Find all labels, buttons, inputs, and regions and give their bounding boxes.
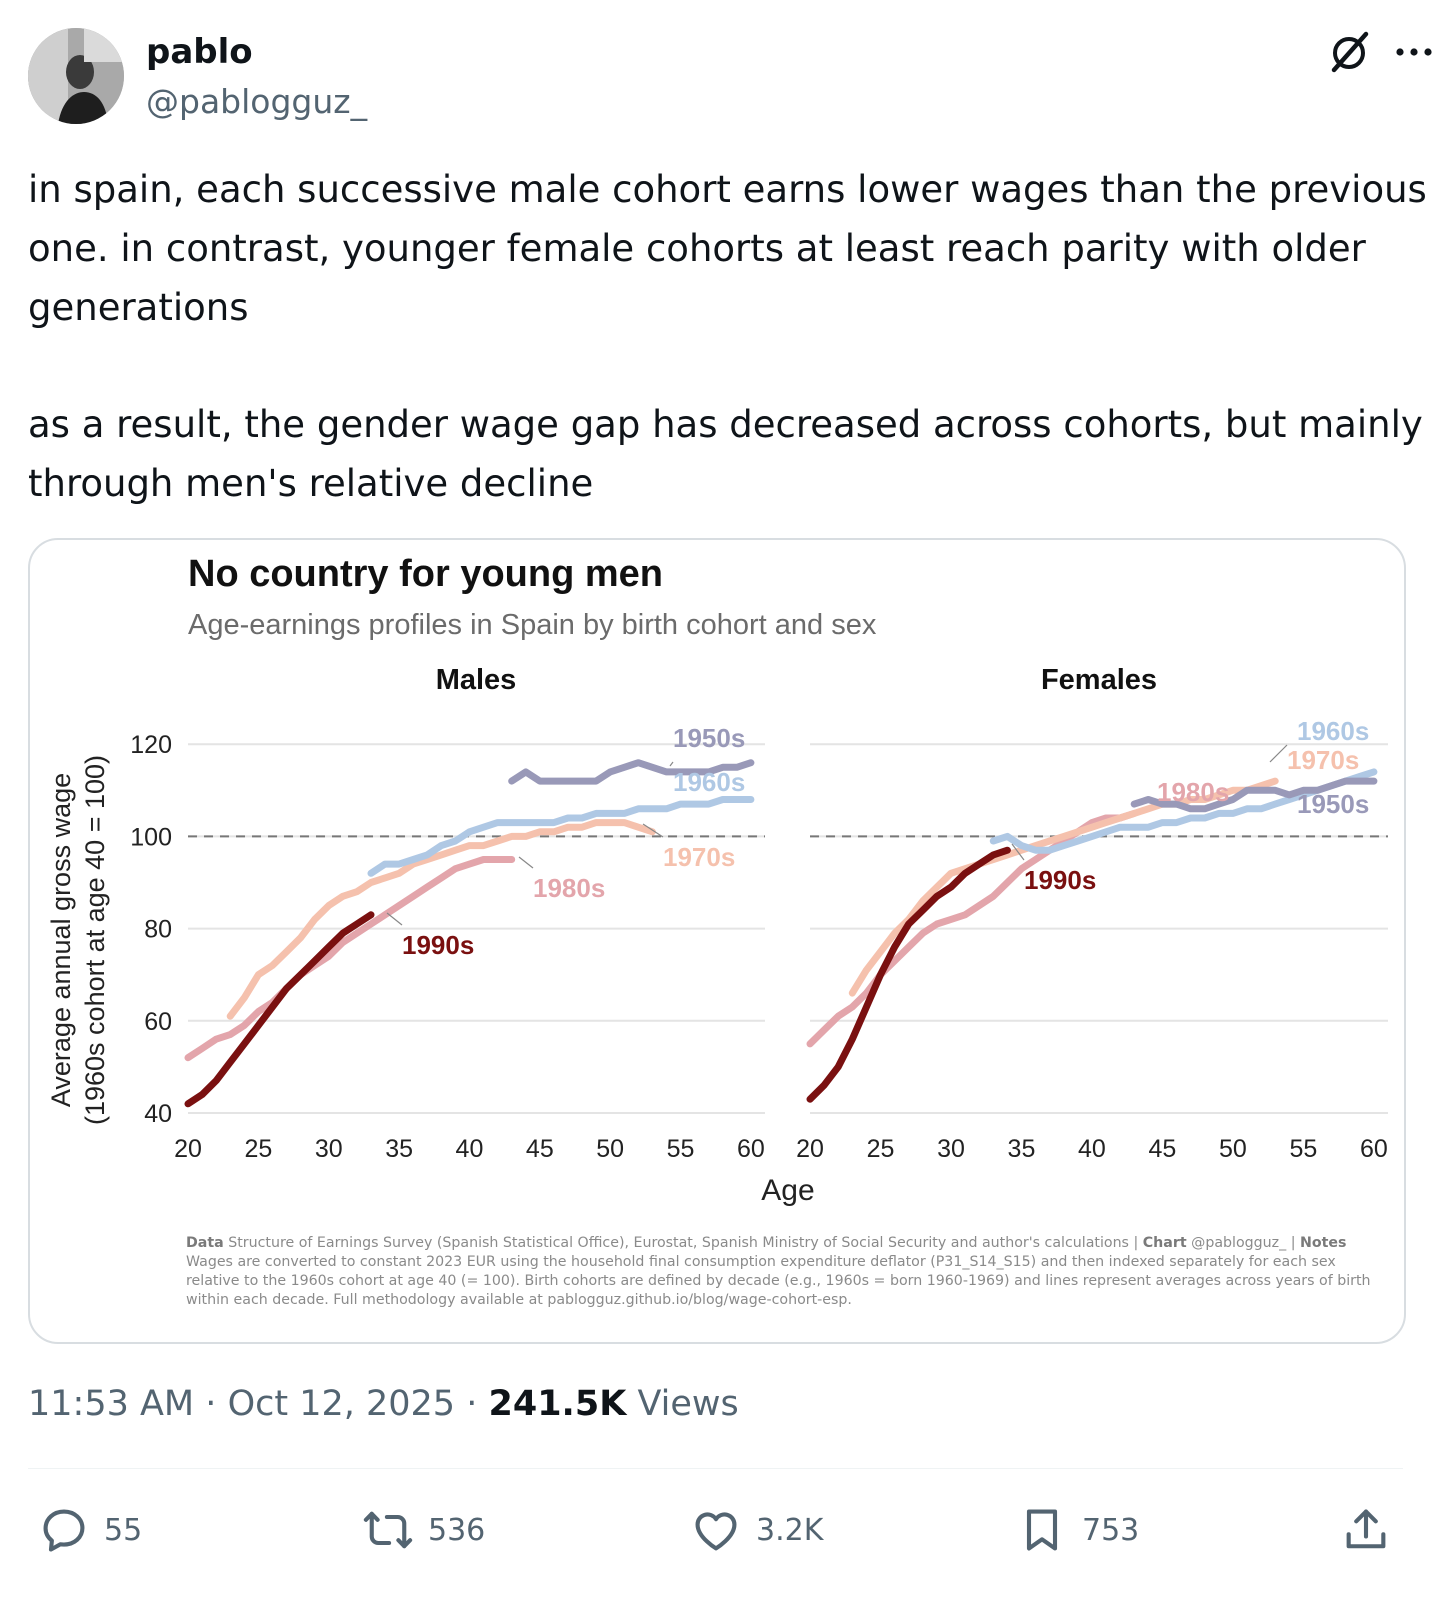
series-label-1980s: 1980s <box>1157 777 1229 807</box>
tweet-text-paragraph-2: as a result, the gender wage gap has dec… <box>28 403 1423 505</box>
label-leader <box>518 856 534 869</box>
tweet-time[interactable]: 11:53 AM <box>28 1384 195 1424</box>
avatar[interactable] <box>28 28 124 124</box>
reply-button[interactable]: 55 <box>38 1500 142 1560</box>
panel-title-males: Males <box>436 664 517 696</box>
series-label-1950s: 1950s <box>673 723 745 753</box>
y-axis-label-line-1: Average annual gross wage <box>46 773 76 1107</box>
chart-title: No country for young men <box>188 553 663 595</box>
share-button[interactable] <box>1340 1500 1406 1560</box>
retweet-icon <box>363 1511 413 1549</box>
series-label-1950s: 1950s <box>1297 789 1369 819</box>
divider <box>28 1468 1403 1469</box>
like-count: 3.2K <box>756 1512 824 1548</box>
y-tick-label: 120 <box>130 731 172 759</box>
meta-separator: · <box>205 1384 217 1424</box>
author-handle[interactable]: @pablogguz_ <box>146 82 368 121</box>
retweet-button[interactable]: 536 <box>362 1500 485 1560</box>
panel-title-females: Females <box>1041 664 1157 696</box>
x-tick-label: 50 <box>1219 1135 1247 1163</box>
y-tick-label: 60 <box>144 1008 172 1036</box>
x-tick-label: 50 <box>596 1135 624 1163</box>
series-label-1970s: 1970s <box>663 842 735 872</box>
x-tick-label: 45 <box>526 1135 554 1163</box>
x-tick-label: 30 <box>315 1135 343 1163</box>
series-label-1990s: 1990s <box>1024 865 1096 895</box>
share-icon <box>1346 1509 1386 1549</box>
x-tick-label: 20 <box>796 1135 824 1163</box>
x-axis-label: Age <box>761 1174 814 1207</box>
series-line-1950s <box>508 759 755 785</box>
footnote-chart-text: @pablogguz_ | <box>1191 1235 1296 1251</box>
chart-subtitle: Age-earnings profiles in Spain by birth … <box>188 609 877 641</box>
x-tick-label: 30 <box>937 1135 965 1163</box>
grok-icon[interactable] <box>1328 30 1372 74</box>
y-tick-label: 80 <box>144 916 172 944</box>
label-leader <box>1011 843 1025 861</box>
panel-males: 40 60 80 100 120 20 25 30 35 40 45 50 55 60 1950s 1960s… <box>130 723 765 1163</box>
meta-separator: · <box>466 1384 478 1424</box>
bookmark-count: 753 <box>1082 1512 1140 1548</box>
tweet-date[interactable]: Oct 12, 2025 <box>227 1384 456 1424</box>
tweet-text-paragraph-1: in spain, each successive male cohort ea… <box>28 168 1427 329</box>
series-label-1960s: 1960s <box>673 767 745 797</box>
x-tick-label: 35 <box>1008 1135 1036 1163</box>
label-leader <box>386 912 403 926</box>
bookmark-icon <box>1026 1509 1058 1551</box>
label-leader <box>669 761 674 767</box>
x-tick-label: 40 <box>456 1135 484 1163</box>
series-line-1950s <box>1130 777 1378 813</box>
x-tick-label: 60 <box>1360 1135 1388 1163</box>
reply-count: 55 <box>104 1512 143 1548</box>
chart-image-card[interactable]: No country for young men Age-earnings pr… <box>28 538 1406 1344</box>
reply-icon <box>43 1509 85 1552</box>
like-icon <box>695 1512 737 1551</box>
footnote-notes-text: Wages are converted to constant 2023 EUR… <box>186 1254 1371 1308</box>
x-tick-label: 20 <box>174 1135 202 1163</box>
x-tick-label: 55 <box>667 1135 695 1163</box>
x-tick-label: 25 <box>244 1135 272 1163</box>
x-tick-label: 60 <box>737 1135 765 1163</box>
label-leader <box>1269 744 1288 763</box>
series-label-1960s: 1960s <box>1297 716 1369 746</box>
chart-footnote: Data Structure of Earnings Survey (Spani… <box>186 1234 1391 1310</box>
views-count[interactable]: 241.5K <box>488 1384 627 1424</box>
series-line-1990s <box>184 911 375 1108</box>
series-line-1960s <box>367 796 755 877</box>
x-tick-label: 55 <box>1290 1135 1318 1163</box>
tweet-meta: 11:53 AM · Oct 12, 2025 · 241.5K Views <box>28 1384 739 1424</box>
x-tick-label: 45 <box>1149 1135 1177 1163</box>
series-label-1990s: 1990s <box>402 930 474 960</box>
x-tick-label: 25 <box>867 1135 895 1163</box>
y-tick-label: 100 <box>130 823 172 851</box>
label-leader <box>642 823 664 838</box>
chart: No country for young men Age-earnings pr… <box>46 553 1388 1207</box>
series-label-1970s: 1970s <box>1287 745 1359 775</box>
series-line-1990s <box>806 846 1011 1103</box>
avatar-photo <box>28 28 124 124</box>
views-label: Views <box>637 1384 739 1424</box>
footnote-data-text: Structure of Earnings Survey (Spanish St… <box>228 1235 1139 1251</box>
footnote-chart-label: Chart <box>1142 1235 1187 1251</box>
series-line-1980s <box>184 856 516 1062</box>
author-name[interactable]: pablo <box>146 32 253 72</box>
more-icon[interactable] <box>1392 30 1436 74</box>
x-tick-label: 35 <box>385 1135 413 1163</box>
footnote-data-label: Data <box>186 1235 224 1251</box>
retweet-count: 536 <box>428 1512 486 1548</box>
series-line-1970s <box>226 819 656 1020</box>
y-axis-label-line-2: (1960s cohort at age 40 = 100) <box>80 755 110 1125</box>
series-line-1970s <box>848 777 1279 997</box>
bookmark-button[interactable]: 753 <box>1016 1500 1139 1560</box>
like-button[interactable]: 3.2K <box>690 1500 823 1560</box>
series-label-1980s: 1980s <box>533 873 605 903</box>
y-tick-label: 40 <box>144 1100 172 1128</box>
x-tick-label: 40 <box>1078 1135 1106 1163</box>
footnote-notes-label: Notes <box>1300 1235 1347 1251</box>
